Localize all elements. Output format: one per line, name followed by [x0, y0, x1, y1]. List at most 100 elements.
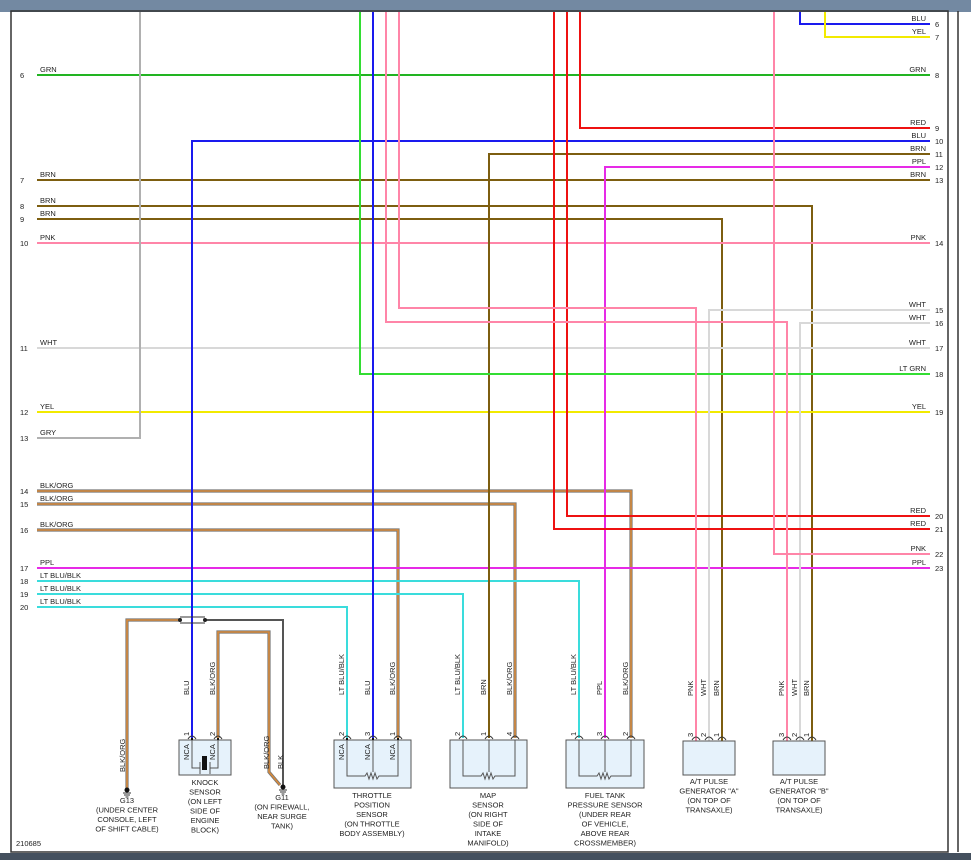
ground-icon: [280, 784, 286, 790]
right-pin-number: 12: [935, 163, 943, 172]
connector-pin-icon: [717, 736, 727, 741]
left-pin-number: 18: [20, 577, 28, 586]
splice-icon: [180, 616, 205, 624]
component-caption: SIDE OF: [473, 820, 503, 829]
left-wire-label: BLK/ORG: [40, 520, 74, 529]
potentiometer-icon: [462, 740, 516, 781]
connector-pin-icon: [510, 735, 520, 740]
left-wire-label: BRN: [40, 170, 56, 179]
connector-pin-icon: [187, 735, 197, 740]
connector-pin-icon: [342, 735, 352, 740]
wire-color-label: BLU: [363, 680, 372, 695]
wire-brn: [488, 153, 930, 738]
at-pulse-generator-b: [772, 740, 826, 776]
pin-number: 4: [505, 732, 514, 736]
potentiometer-icon: [346, 740, 399, 781]
connector-pin-icon: [691, 736, 701, 741]
wire-color-label: BLK/ORG: [505, 661, 514, 695]
ground-caption: CONSOLE, LEFT: [97, 815, 157, 824]
component-caption: (ON THROTTLE: [344, 820, 399, 829]
component-caption: SENSOR: [356, 810, 388, 819]
nca-label: NCA: [208, 744, 217, 760]
right-wire-label: WHT: [909, 313, 926, 322]
right-wire-label: PPL: [912, 558, 926, 567]
pin-number: 3: [363, 732, 372, 736]
wire-pnk: [773, 12, 930, 555]
wire-gry: [37, 12, 141, 439]
pin-number: 3: [686, 733, 695, 737]
ground-symbol: [279, 789, 287, 795]
left-pin-number: 13: [20, 434, 28, 443]
connector-pin-icon: [393, 735, 403, 740]
right-pin-number: 7: [935, 33, 939, 42]
right-pin-number: 23: [935, 564, 943, 573]
left-wire-label: YEL: [40, 402, 54, 411]
left-wire-label: LT BLU/BLK: [40, 584, 81, 593]
right-wire-label: BRN: [910, 144, 926, 153]
bottom-bar: [0, 853, 971, 860]
right-pin-number: 10: [935, 137, 943, 146]
left-wire-label: BLK/ORG: [40, 494, 74, 503]
right-pin-number: 18: [935, 370, 943, 379]
left-wire-label: GRY: [40, 428, 56, 437]
wire-color-label: BRN: [712, 680, 721, 696]
left-pin-number: 10: [20, 239, 28, 248]
component-caption: THROTTLE: [352, 791, 392, 800]
wire-brn: [37, 205, 813, 741]
component-caption: SENSOR: [189, 788, 221, 797]
wire-blu: [799, 12, 930, 25]
right-wire-label: YEL: [912, 27, 926, 36]
wire-color-label: PPL: [595, 681, 604, 695]
right-wire-label: BRN: [910, 170, 926, 179]
right-wire-label: BLU: [911, 14, 926, 23]
wire-ppl: [604, 166, 930, 738]
wire-blkorg: [37, 503, 516, 738]
left-wire-label: LT BLU/BLK: [40, 597, 81, 606]
pin-number: 1: [712, 733, 721, 737]
wire-ltblu: [37, 593, 464, 738]
splice-dot: [203, 618, 207, 622]
right-wire-label: GRN: [909, 65, 926, 74]
connector-pin-icon: [574, 735, 584, 740]
ground-caption: (ON FIREWALL,: [254, 803, 309, 812]
connector-pin-icon: [782, 736, 792, 741]
wire-pnk: [385, 12, 788, 741]
right-pin-number: 9: [935, 124, 939, 133]
right-wire-label: RED: [910, 519, 926, 528]
component-caption: A/T PULSE: [690, 777, 728, 786]
component-caption: A/T PULSE: [780, 777, 818, 786]
pin-number: 2: [208, 732, 217, 736]
ground-symbol: [123, 792, 131, 798]
left-wire-label: BLK/ORG: [40, 481, 74, 490]
right-pin-number: 15: [935, 306, 943, 315]
wire-color-label: BLK/ORG: [118, 738, 127, 772]
connector-pin-icon: [807, 736, 817, 741]
window-title-bar: [0, 0, 971, 12]
pin-number: 1: [388, 732, 397, 736]
wire-color-label: LT BLU/BLK: [569, 654, 578, 695]
connector-pin-icon: [626, 735, 636, 740]
wire-color-label: WHT: [790, 679, 799, 696]
right-pin-number: 20: [935, 512, 943, 521]
left-wire-label: BRN: [40, 209, 56, 218]
wire-red: [579, 12, 930, 129]
component-caption: CROSSMEMBER): [574, 839, 637, 848]
right-wire-label: RED: [910, 506, 926, 515]
component-caption: TRANSAXLE): [685, 806, 733, 815]
component-caption: KNOCK: [192, 778, 219, 787]
right-pin-number: 22: [935, 550, 943, 559]
wire-blkorg: [37, 490, 632, 738]
pin-number: 1: [569, 732, 578, 736]
pin-number: 1: [479, 732, 488, 736]
component-caption: FUEL TANK: [585, 791, 625, 800]
at-pulse-generator-a: [682, 740, 736, 776]
left-pin-number: 19: [20, 590, 28, 599]
wire-color-label: BRN: [802, 680, 811, 696]
right-pin-number: 8: [935, 71, 939, 80]
left-pin-number: 11: [20, 344, 28, 353]
component-caption: (ON RIGHT: [468, 810, 508, 819]
wire-color-label: BLK/ORG: [262, 735, 271, 769]
left-pin-number: 15: [20, 500, 28, 509]
component-caption: ENGINE: [191, 816, 220, 825]
component-caption: BODY ASSEMBLY): [339, 829, 405, 838]
